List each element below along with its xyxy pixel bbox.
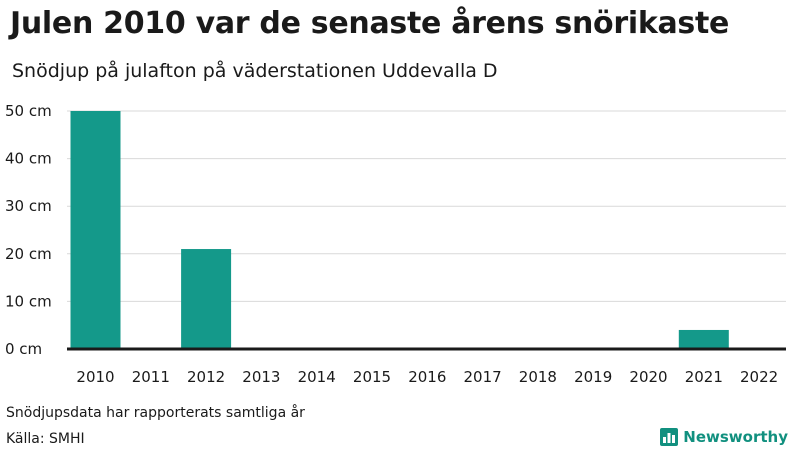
x-tick-label: 2022 [740, 368, 778, 386]
brand-name: Newsworthy [683, 428, 788, 446]
bar-2010 [70, 111, 121, 349]
footnote: Snödjupsdata har rapporterats samtliga å… [6, 405, 305, 421]
x-tick-label: 2013 [242, 368, 280, 386]
y-tick-label: 50 cm [5, 102, 52, 120]
y-tick-label: 0 cm [5, 340, 42, 358]
x-tick-label: 2015 [353, 368, 391, 386]
x-tick-label: 2018 [519, 368, 557, 386]
y-tick-label: 10 cm [5, 292, 52, 310]
bar-chart: 0 cm 10 cm 20 cm 30 cm 40 cm 50 cm 2010 2011 201… [5, 102, 786, 386]
brand-logo: Newsworthy [660, 427, 788, 447]
x-tick-label: 2021 [685, 368, 723, 386]
source-label: Källa: SMHI [6, 431, 85, 447]
x-tick-label: 2016 [408, 368, 446, 386]
chart-subtitle: Snödjup på julafton på väderstationen Ud… [12, 60, 498, 82]
x-tick-label: 2014 [298, 368, 336, 386]
x-tick-label: 2011 [132, 368, 170, 386]
bar-2021 [678, 329, 729, 349]
chart-title: Julen 2010 var de senaste årens snörikas… [10, 6, 730, 41]
y-tick-label: 40 cm [5, 150, 52, 168]
y-tick-label: 20 cm [5, 245, 52, 263]
bar-chart-icon [660, 428, 679, 446]
x-tick-label: 2012 [187, 368, 225, 386]
y-tick-label: 30 cm [5, 197, 52, 215]
x-tick-label: 2019 [574, 368, 612, 386]
x-tick-label: 2010 [76, 368, 114, 386]
x-tick-label: 2020 [629, 368, 667, 386]
bar-2012 [181, 249, 232, 349]
x-tick-label: 2017 [464, 368, 502, 386]
